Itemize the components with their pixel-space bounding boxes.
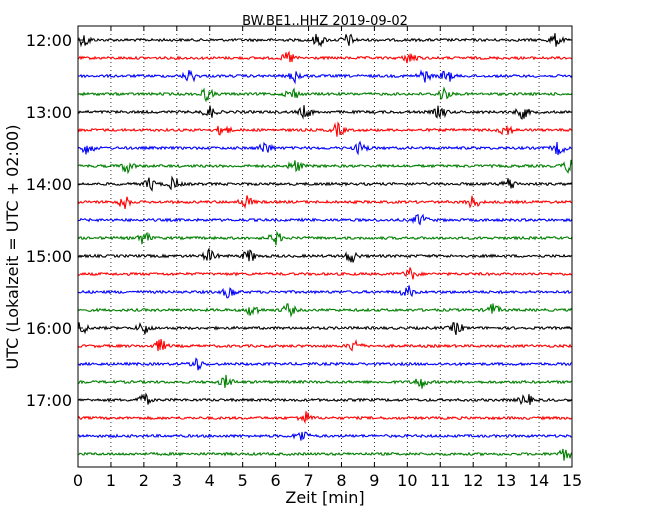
y-tick-label: 13:00 bbox=[26, 103, 72, 122]
x-tick-label: 13 bbox=[496, 471, 516, 490]
trace-line bbox=[77, 105, 573, 120]
trace-line bbox=[77, 267, 573, 280]
x-tick-label: 15 bbox=[562, 471, 582, 490]
trace-line bbox=[77, 33, 573, 48]
y-tick-label: 16:00 bbox=[26, 319, 72, 338]
plot-frame bbox=[77, 25, 573, 468]
chart-title: BW.BE1..HHZ 2019-09-02 bbox=[242, 14, 408, 29]
trace-line bbox=[77, 121, 573, 137]
trace-line bbox=[77, 285, 573, 299]
x-tick-label: 12 bbox=[463, 471, 483, 490]
y-axis: 12:00 13:00 14:00 15:00 16:00 17:00 bbox=[26, 31, 572, 410]
trace-line bbox=[77, 448, 573, 461]
trace-line bbox=[77, 175, 573, 192]
x-tick-label: 14 bbox=[529, 471, 549, 490]
x-tick-label: 7 bbox=[303, 471, 313, 490]
trace-line bbox=[77, 69, 573, 85]
trace-line bbox=[77, 374, 573, 389]
x-tick-label: 6 bbox=[271, 471, 281, 490]
trace-line bbox=[77, 195, 572, 210]
trace-group bbox=[77, 33, 573, 461]
trace-line bbox=[77, 411, 573, 425]
trace-line bbox=[77, 86, 573, 103]
trace-line bbox=[77, 357, 573, 371]
y-tick-label: 17:00 bbox=[26, 391, 72, 410]
trace-line bbox=[77, 159, 573, 175]
x-tick-label: 5 bbox=[238, 471, 248, 490]
trace-line bbox=[77, 303, 573, 318]
x-axis-label: Zeit [min] bbox=[285, 488, 364, 507]
trace-line bbox=[77, 338, 573, 352]
trace-line bbox=[77, 230, 573, 246]
x-tick-label: 10 bbox=[397, 471, 417, 490]
trace-line bbox=[77, 140, 572, 156]
x-tick-label: 4 bbox=[205, 471, 215, 490]
x-tick-label: 0 bbox=[73, 471, 83, 490]
trace-line bbox=[77, 247, 573, 263]
x-tick-label: 2 bbox=[139, 471, 149, 490]
grid-lines bbox=[110, 26, 540, 467]
trace-line bbox=[77, 213, 573, 226]
y-tick-label: 14:00 bbox=[26, 175, 72, 194]
y-tick-label: 15:00 bbox=[26, 247, 72, 266]
x-tick-label: 1 bbox=[106, 471, 116, 490]
x-tick-label: 9 bbox=[369, 471, 379, 490]
trace-line bbox=[77, 431, 573, 441]
x-tick-label: 11 bbox=[430, 471, 450, 490]
trace-line bbox=[77, 321, 573, 336]
x-tick-label: 3 bbox=[172, 471, 182, 490]
y-axis-label: UTC (Lokalzeit = UTC + 02:00) bbox=[3, 125, 22, 370]
trace-line bbox=[77, 50, 573, 64]
x-axis: 0 1 2 3 4 5 6 7 8 9 10 11 12 13 14 15 bbox=[73, 26, 582, 490]
trace-line bbox=[77, 392, 573, 406]
x-tick-label: 8 bbox=[336, 471, 346, 490]
y-tick-label: 12:00 bbox=[26, 31, 72, 50]
